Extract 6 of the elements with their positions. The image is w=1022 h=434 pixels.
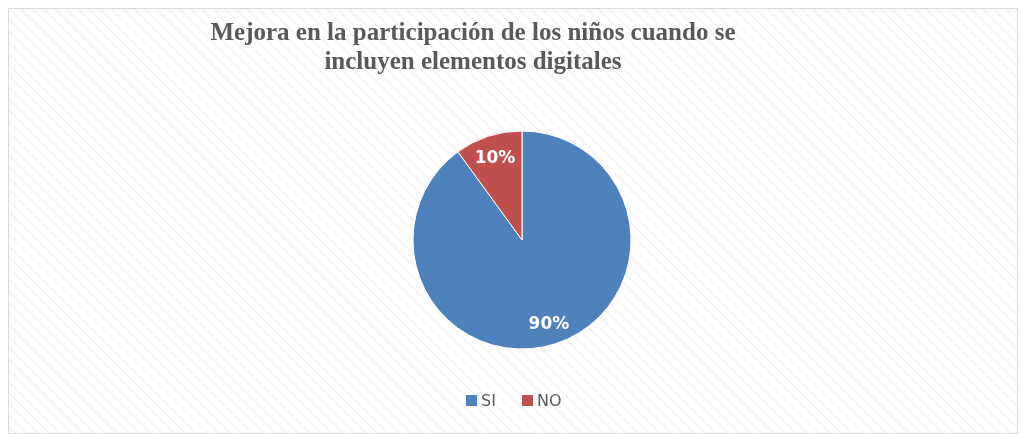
legend-label: NO xyxy=(537,390,562,410)
chart-title: Mejora en la participación de los niños cuando se incluyen elementos digitales xyxy=(210,18,736,74)
data-label: 90% xyxy=(528,312,570,333)
data-label: 10% xyxy=(474,147,516,168)
legend-label: SI xyxy=(481,390,496,410)
pie-slice xyxy=(412,130,632,350)
